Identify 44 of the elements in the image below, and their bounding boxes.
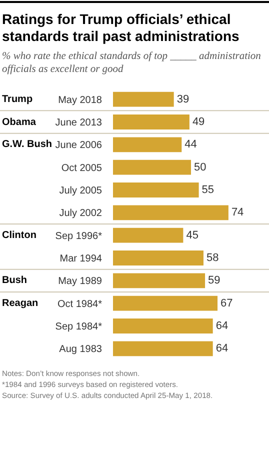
data-label: 64 bbox=[216, 342, 228, 355]
bar bbox=[113, 296, 218, 311]
y-tick-label: Sep 1996* bbox=[55, 230, 102, 242]
text: Clinton bbox=[2, 230, 36, 241]
bar bbox=[113, 273, 206, 288]
data-label: 39 bbox=[176, 93, 190, 106]
y-tick-label: Aug 1983 bbox=[59, 344, 102, 356]
data-label: 50 bbox=[194, 161, 206, 174]
y-tick-label: May 2018 bbox=[58, 94, 102, 106]
data-label: 74 bbox=[231, 206, 244, 219]
y-tick-label: June 2006 bbox=[55, 140, 102, 152]
bar bbox=[113, 228, 184, 243]
y-tick-label: Oct 1984* bbox=[58, 298, 102, 310]
bar bbox=[113, 341, 213, 356]
y-tick-label: Oct 2005 bbox=[61, 162, 102, 174]
bar bbox=[113, 92, 174, 107]
bar bbox=[113, 160, 191, 175]
text: G.W. Bush bbox=[2, 139, 52, 150]
data-label: 55 bbox=[202, 184, 214, 196]
y-tick-label: May 1989 bbox=[58, 276, 102, 288]
text: Obama bbox=[2, 117, 36, 128]
y-tick-label: Mar 1994 bbox=[60, 254, 102, 264]
y-tick-label: June 2013 bbox=[55, 118, 102, 128]
text: Bush bbox=[2, 275, 27, 286]
bar bbox=[113, 250, 204, 266]
y-tick-label: July 2005 bbox=[59, 186, 102, 196]
y-tick-label: July 2002 bbox=[59, 208, 102, 220]
bar bbox=[113, 137, 182, 152]
chart-title: Ratings for Trump officials’ ethical standards trail past administrations bbox=[2, 11, 240, 45]
bar bbox=[113, 205, 228, 220]
data-label: 49 bbox=[192, 116, 205, 128]
data-label: 58 bbox=[206, 252, 219, 264]
data-label: 64 bbox=[216, 320, 228, 332]
bar bbox=[113, 318, 213, 334]
text: Trump bbox=[2, 94, 33, 105]
data-label: 45 bbox=[186, 229, 198, 242]
bar bbox=[113, 182, 199, 198]
data-label: 59 bbox=[208, 274, 220, 287]
chart-subtitle: % who rate the ethical standards of top _____ administration officials as excellent or good bbox=[2, 50, 262, 76]
bar bbox=[113, 114, 190, 130]
data-label: 67 bbox=[220, 297, 233, 310]
text: Reagan bbox=[2, 298, 38, 309]
data-label: 44 bbox=[184, 138, 197, 151]
y-tick-label: Sep 1984* bbox=[55, 322, 102, 332]
